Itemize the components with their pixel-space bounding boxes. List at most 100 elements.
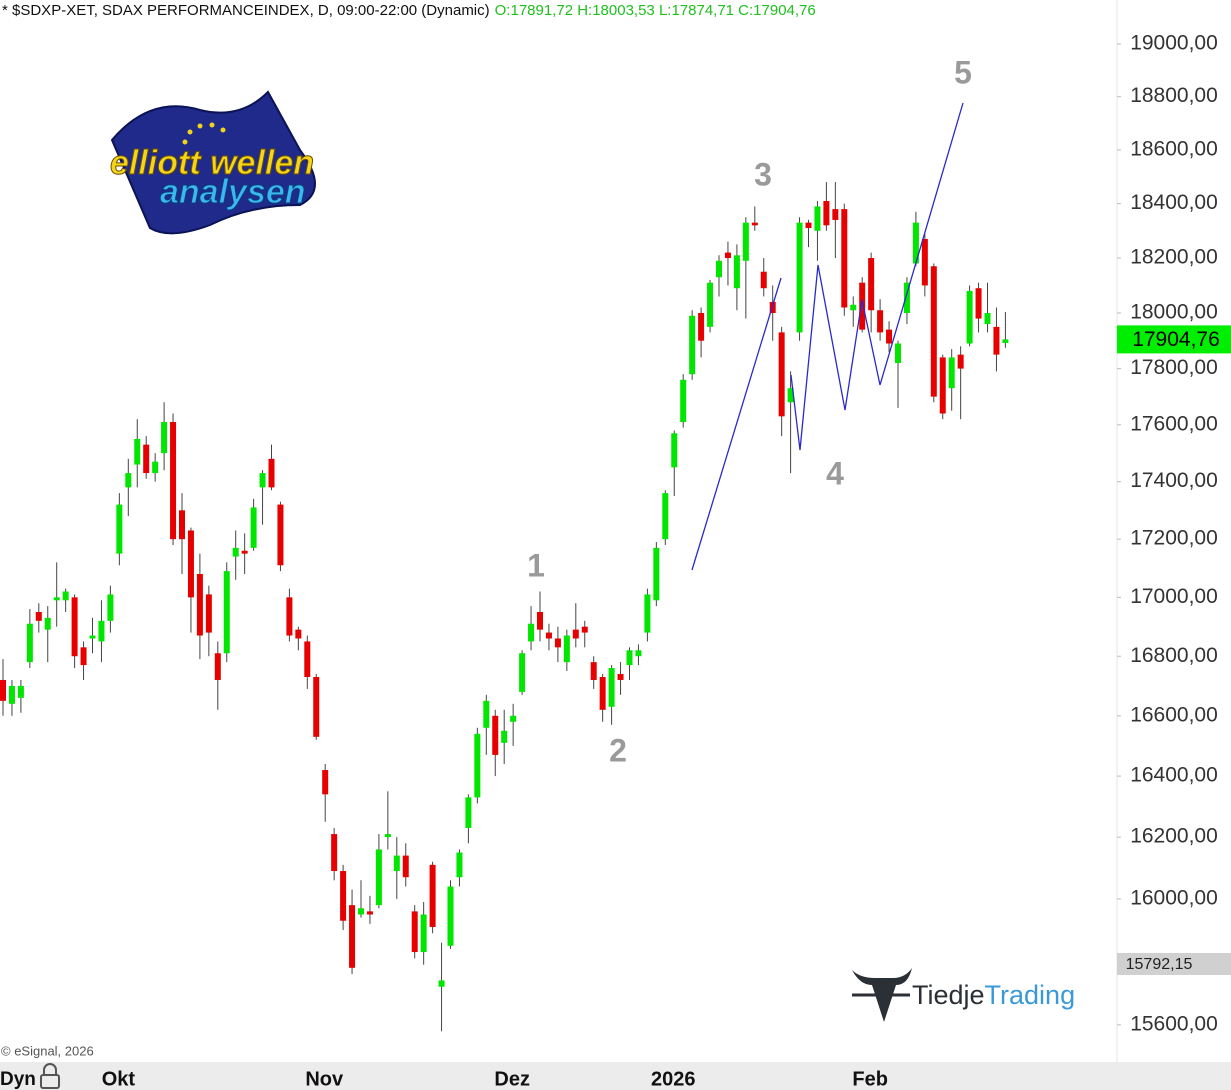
candle-body xyxy=(349,905,356,968)
candle-body xyxy=(375,849,382,906)
mode-label: Dyn xyxy=(0,1069,36,1090)
candle-body xyxy=(733,255,740,289)
wave-line xyxy=(790,102,964,451)
candle-body xyxy=(223,571,230,654)
candle-body xyxy=(975,288,982,319)
y-tick-label: 17400,00 xyxy=(1130,469,1218,492)
x-tick-label: Feb xyxy=(852,1068,888,1090)
candle-body xyxy=(724,252,731,259)
candle-body xyxy=(966,290,973,344)
y-tick-label: 16200,00 xyxy=(1130,825,1218,848)
ohlc-readout: O:17891,72 H:18003,53 L:17874,71 C:17904… xyxy=(495,2,816,19)
candle-body xyxy=(921,238,928,286)
candle-body xyxy=(313,676,320,737)
candle-body xyxy=(438,980,445,987)
candle-body xyxy=(80,647,87,666)
logo-text: TiedjeTrading xyxy=(912,980,1075,1010)
candle-body xyxy=(581,626,588,633)
candle-body xyxy=(304,641,311,677)
candle-body xyxy=(939,357,946,414)
candle-body xyxy=(814,206,821,231)
candle-body xyxy=(832,209,839,220)
candle-body xyxy=(572,629,579,639)
y-tick-label: 16800,00 xyxy=(1130,644,1218,667)
candle-body xyxy=(295,629,302,639)
candle-body xyxy=(563,635,570,663)
candle-body xyxy=(161,421,168,454)
candle-body xyxy=(680,379,687,422)
candle-body xyxy=(868,258,875,311)
candle-body xyxy=(635,650,642,657)
wave-label: 3 xyxy=(754,156,772,192)
candle-body xyxy=(214,653,221,680)
candle-body xyxy=(707,282,714,327)
candle-body xyxy=(912,222,919,264)
candle-body xyxy=(957,354,964,369)
y-tick-label: 17800,00 xyxy=(1130,356,1218,379)
candle-body xyxy=(850,304,857,311)
x-tick-label: Okt xyxy=(102,1068,136,1090)
y-tick-label: 18800,00 xyxy=(1130,84,1218,107)
wave-label: 1 xyxy=(527,547,545,583)
x-tick-label: 2026 xyxy=(651,1068,696,1090)
chart-title: * $SDXP-XET, SDAX PERFORMANCEINDEX, D, 0… xyxy=(2,2,490,19)
y-tick-label: 19000,00 xyxy=(1130,32,1218,55)
candle-body xyxy=(886,329,893,344)
candle-body xyxy=(340,871,347,921)
candle-body xyxy=(689,315,696,375)
candle-body xyxy=(760,271,767,289)
candle-body xyxy=(948,357,955,389)
candle-body xyxy=(823,200,830,226)
candle-body xyxy=(447,886,454,946)
y-tick-label: 18200,00 xyxy=(1130,246,1218,269)
x-tick-label: Dez xyxy=(494,1068,530,1090)
y-tick-label: 16400,00 xyxy=(1130,764,1218,787)
candle-body xyxy=(787,388,794,403)
last-price-box xyxy=(1117,325,1231,354)
candle-body xyxy=(483,700,490,728)
candle-body xyxy=(903,282,910,314)
candle-body xyxy=(930,266,937,397)
candle-body xyxy=(537,612,543,630)
candle-body xyxy=(1002,339,1009,344)
candle-body xyxy=(89,635,96,639)
candle-body xyxy=(179,510,185,540)
candle-body xyxy=(671,433,678,468)
candle-body xyxy=(268,458,275,488)
candle-body xyxy=(277,504,284,566)
candle-body xyxy=(590,662,597,680)
candle-body xyxy=(984,313,991,325)
candle-body xyxy=(393,855,400,872)
header: * $SDXP-XET, SDAX PERFORMANCEINDEX, D, 0… xyxy=(2,2,816,19)
candle-body xyxy=(366,911,373,915)
candle-body xyxy=(528,623,535,642)
wave-label: 4 xyxy=(826,455,844,491)
candle-body xyxy=(859,282,866,330)
candle-body xyxy=(993,326,1000,355)
wave-label: 2 xyxy=(609,732,627,768)
candle-body xyxy=(8,685,15,704)
candle-body xyxy=(62,591,69,601)
logo-text: Trading xyxy=(985,980,1076,1010)
candle-body xyxy=(411,911,418,953)
marker-price-box xyxy=(1117,952,1231,975)
candle-body xyxy=(599,676,606,710)
candle-body xyxy=(71,597,78,657)
candle-body xyxy=(474,733,481,798)
candle-body xyxy=(420,914,427,953)
logo-elliott: elliott wellen analysen xyxy=(110,90,316,235)
candle-body xyxy=(644,594,651,633)
y-tick-label: 18600,00 xyxy=(1130,137,1218,160)
candle-body xyxy=(107,594,114,621)
candle-body xyxy=(895,343,901,364)
candle-body xyxy=(608,668,615,707)
candle-body xyxy=(384,834,391,838)
candle-body xyxy=(841,209,848,308)
time-axis-panel xyxy=(0,1062,1231,1090)
candle-body xyxy=(259,473,266,488)
y-tick-label: 17000,00 xyxy=(1130,585,1218,608)
candle-body xyxy=(510,715,517,722)
candle-body xyxy=(0,679,6,701)
y-tick-label: 16600,00 xyxy=(1130,703,1218,726)
candle-body xyxy=(205,594,212,633)
